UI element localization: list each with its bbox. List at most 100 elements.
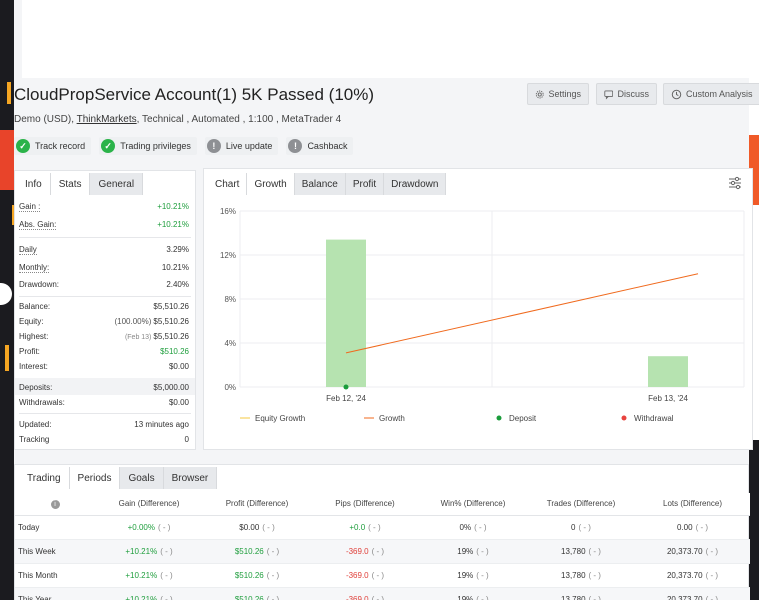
growth-bar bbox=[326, 239, 366, 387]
table-cell-win: 0%( - ) bbox=[419, 515, 527, 540]
discuss-button[interactable]: Discuss bbox=[596, 83, 657, 105]
cell-difference: ( - ) bbox=[588, 570, 601, 580]
table-row: This Week +10.21%( - ) $510.26( - ) -369.0(… bbox=[15, 539, 750, 564]
table-cell-profit: $510.26( - ) bbox=[203, 539, 311, 564]
stat-label: Tracking bbox=[19, 435, 50, 444]
table-cell-lots: 20,373.70( - ) bbox=[635, 563, 750, 588]
stat-value: +10.21% bbox=[157, 202, 189, 211]
stat-equity: Equity: (100.00%) $5,510.26 bbox=[19, 317, 189, 326]
legend-swatch-deposit bbox=[496, 415, 502, 421]
account-type: Demo (USD), bbox=[14, 114, 77, 125]
table-cell-trades: 13,780( - ) bbox=[527, 587, 635, 600]
cell-value: -369.0 bbox=[345, 570, 369, 580]
cell-value: 19% bbox=[457, 594, 474, 600]
cell-difference: ( - ) bbox=[705, 546, 719, 556]
tab-stats[interactable]: Stats bbox=[50, 173, 91, 195]
badge-list: ✓ Track record ✓ Trading privileges ! Live … bbox=[14, 137, 354, 155]
stat-label[interactable]: Gain : bbox=[19, 202, 41, 212]
cell-value: 0% bbox=[459, 522, 472, 532]
table-cell-pips: -369.0( - ) bbox=[311, 563, 419, 588]
cell-difference: ( - ) bbox=[160, 546, 173, 556]
tab-profit[interactable]: Profit bbox=[345, 173, 385, 195]
table-row: This Year +10.21%( - ) $510.26( - ) -369.0(… bbox=[15, 587, 750, 600]
growth-chart: 0% 4% 8% 12% 16% Feb 12, '24 Feb 13, '24 Equity… bbox=[220, 207, 745, 423]
cell-value: This Week bbox=[18, 546, 56, 556]
tab-info[interactable]: Info bbox=[17, 173, 51, 195]
cell-difference: ( - ) bbox=[262, 522, 275, 532]
stat-highest: Highest: (Feb 13) $5,510.26 bbox=[19, 332, 189, 341]
growth-line bbox=[345, 273, 699, 354]
tab-drawdown[interactable]: Drawdown bbox=[384, 173, 447, 195]
table-header: Pips (Difference) bbox=[311, 493, 419, 516]
chat-icon bbox=[604, 90, 614, 100]
stat-value: $510.26 bbox=[160, 347, 189, 356]
stat-value: $5,510.26 bbox=[153, 302, 189, 311]
cell-value: 19% bbox=[457, 570, 474, 580]
cell-value: 20,373.70 bbox=[666, 594, 703, 600]
x-tick-label: Feb 12, '24 bbox=[326, 394, 366, 403]
legend-label-deposit: Deposit bbox=[509, 414, 537, 423]
stat-withdrawals: Withdrawals: $0.00 bbox=[19, 398, 189, 407]
table-cell-period: Today bbox=[15, 515, 95, 540]
stat-value: +10.21% bbox=[157, 220, 189, 229]
table-cell-lots: 20,373.70( - ) bbox=[635, 587, 750, 600]
y-tick-label: 0% bbox=[224, 383, 236, 392]
info-icon[interactable]: i bbox=[50, 499, 60, 509]
tab-general[interactable]: General bbox=[90, 173, 144, 195]
table-cell-win: 19%( - ) bbox=[419, 539, 527, 564]
cell-difference: ( - ) bbox=[476, 546, 489, 556]
table-row: This Month +10.21%( - ) $510.26( - ) -369.0… bbox=[15, 563, 750, 588]
legend-swatch-withdrawal bbox=[621, 415, 627, 421]
broker-link[interactable]: ThinkMarkets bbox=[76, 114, 137, 125]
cell-value: 13,780 bbox=[561, 570, 586, 580]
cell-value: +10.21% bbox=[125, 594, 158, 600]
tab-trading[interactable]: Trading bbox=[19, 467, 70, 489]
cell-difference: ( - ) bbox=[371, 546, 385, 556]
check-icon: ✓ bbox=[16, 139, 30, 153]
tab-chart[interactable]: Chart bbox=[208, 173, 248, 195]
cell-value: $510.26 bbox=[234, 546, 264, 556]
account-details: , Technical , Automated , 1:100 , MetaTr… bbox=[136, 114, 342, 125]
warning-icon: ! bbox=[288, 139, 303, 153]
tab-growth[interactable]: Growth bbox=[247, 173, 295, 195]
cell-difference: ( - ) bbox=[266, 594, 280, 600]
table-cell-trades: 0( - ) bbox=[527, 515, 635, 540]
custom-analysis-button[interactable]: Custom Analysis bbox=[663, 83, 759, 105]
stat-note: (Feb 13) bbox=[124, 334, 152, 341]
table-cell-profit: $510.26( - ) bbox=[203, 587, 311, 600]
cell-value: 19% bbox=[457, 546, 474, 556]
chart-settings-icon[interactable] bbox=[728, 176, 742, 190]
settings-button[interactable]: Settings bbox=[527, 83, 589, 105]
legend-label-equity_growth: Equity Growth bbox=[255, 414, 305, 423]
stat-label: Highest: bbox=[19, 332, 49, 341]
badge-label: Trading privileges bbox=[120, 141, 191, 151]
cell-difference: ( - ) bbox=[588, 546, 601, 556]
stat-label[interactable]: Monthly: bbox=[19, 263, 50, 273]
table-header-row: i Gain (Difference) Profit (Difference) … bbox=[15, 493, 750, 516]
tab-goals[interactable]: Goals bbox=[120, 467, 164, 489]
table-cell-period: This Year bbox=[15, 587, 95, 600]
badge-trading-privileges: ✓ Trading privileges bbox=[99, 137, 197, 155]
stat-label[interactable]: Daily bbox=[19, 245, 37, 255]
cell-value: +10.21% bbox=[125, 570, 158, 580]
tab-periods[interactable]: Periods bbox=[69, 467, 121, 489]
stat-value: 13 minutes ago bbox=[134, 420, 189, 429]
tab-balance[interactable]: Balance bbox=[294, 173, 346, 195]
table-cell-lots: 20,373.70( - ) bbox=[635, 539, 750, 564]
stat-label[interactable]: Abs. Gain: bbox=[19, 220, 57, 230]
tab-browser[interactable]: Browser bbox=[163, 467, 218, 489]
cell-difference: ( - ) bbox=[695, 522, 708, 532]
badge-label: Live update bbox=[225, 141, 273, 151]
table-cell-gain: +10.21%( - ) bbox=[95, 587, 203, 600]
cell-difference: ( - ) bbox=[705, 594, 719, 600]
cell-difference: ( - ) bbox=[160, 594, 173, 600]
table-cell-pips: -369.0( - ) bbox=[311, 539, 419, 564]
table-cell-pips: +0.0( - ) bbox=[311, 515, 419, 540]
stat-drawdown: Drawdown: 2.40% bbox=[19, 280, 189, 289]
y-tick-label: 16% bbox=[220, 207, 236, 216]
stat-label: Deposits: bbox=[19, 383, 53, 392]
table-cell-pips: -369.0( - ) bbox=[311, 587, 419, 600]
settings-label: Settings bbox=[548, 89, 581, 99]
cell-difference: ( - ) bbox=[705, 570, 719, 580]
stat-gain: Gain : +10.21% bbox=[19, 202, 189, 212]
